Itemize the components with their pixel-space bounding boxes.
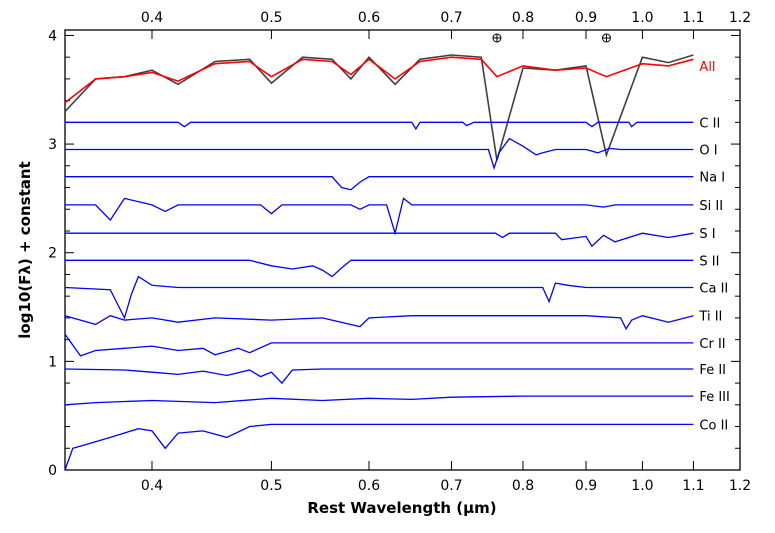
y-tick-label: 4 <box>48 28 57 44</box>
series-line-na-i <box>65 176 694 191</box>
x-tick-label-bottom: 0.7 <box>440 478 462 494</box>
series-label-fe-ii: Fe II <box>699 363 726 378</box>
series-line-fe-ii <box>64 368 694 385</box>
model-spectrum <box>64 56 694 104</box>
series-line-cr-ii <box>64 333 694 357</box>
series-layer <box>64 54 694 471</box>
series-line-fe-iii <box>64 395 694 406</box>
y-tick-label: 1 <box>48 354 57 370</box>
series-label-fe-iii: Fe III <box>699 390 729 405</box>
y-tick-label: 3 <box>48 137 57 153</box>
series-label-si-ii: Si II <box>699 199 723 214</box>
x-tick-label-bottom: 0.8 <box>512 478 534 494</box>
series-line-s-ii <box>65 259 694 278</box>
series-line-o-i <box>65 137 694 171</box>
series-label-o-i: O I <box>699 144 717 159</box>
y-axis-label: log10(Fλ) + constant <box>16 161 34 338</box>
x-tick-label-bottom: 0.4 <box>141 478 163 494</box>
series-line-s-i <box>65 232 694 248</box>
y-tick-label: 0 <box>48 463 57 479</box>
x-tick-label-top: 1.1 <box>682 10 704 26</box>
series-label-cr-ii: Cr II <box>699 337 725 352</box>
x-tick-label-top: 0.8 <box>512 10 534 26</box>
series-line-c-ii <box>65 121 694 131</box>
x-axis-label: Rest Wavelength (μm) <box>307 499 496 517</box>
series-labels: All C II O I Na I Si II S I S II Ca II Ti II Cr I… <box>698 60 729 434</box>
axis-ticks: 0.4 0.4 0.5 0.5 0.6 0.6 0.7 0.7 0.8 0.8 0.9 0.9 1.0 1… <box>48 10 751 494</box>
x-tick-label-bottom: 0.6 <box>358 478 380 494</box>
y-tick-label: 2 <box>48 246 57 262</box>
x-tick-label-top: 1.2 <box>729 10 751 26</box>
telluric-marker <box>492 33 502 43</box>
x-tick-label-bottom: 0.9 <box>575 478 597 494</box>
x-tick-label-top: 1.0 <box>631 10 653 26</box>
series-label-na-i: Na I <box>699 171 725 186</box>
x-tick-label-top: 0.5 <box>260 10 282 26</box>
x-tick-label-bottom: 1.1 <box>682 478 704 494</box>
telluric-marker <box>601 33 611 43</box>
series-label-ti-ii: Ti II <box>698 310 722 325</box>
plot-frame <box>64 29 741 471</box>
series-line-si-ii <box>65 197 694 236</box>
x-tick-label-top: 0.7 <box>440 10 462 26</box>
x-tick-label-bottom: 1.2 <box>729 478 751 494</box>
x-tick-label-bottom: 0.5 <box>260 478 282 494</box>
series-label-all: All <box>699 60 715 75</box>
series-line-ti-ii <box>64 314 694 331</box>
series-line-ca-ii <box>64 275 694 320</box>
series-label-c-ii: C II <box>699 116 720 131</box>
series-label-co-ii: Co II <box>699 418 728 433</box>
series-line-co-ii <box>64 423 694 471</box>
series-label-s-ii: S II <box>699 254 719 269</box>
observed-spectrum <box>64 54 694 161</box>
x-tick-label-bottom: 1.0 <box>631 478 653 494</box>
series-label-s-i: S I <box>699 227 715 242</box>
x-tick-label-top: 0.4 <box>141 10 163 26</box>
x-tick-label-top: 0.6 <box>358 10 380 26</box>
x-tick-label-top: 0.9 <box>575 10 597 26</box>
telluric-markers <box>492 33 611 43</box>
series-label-ca-ii: Ca II <box>699 281 728 296</box>
